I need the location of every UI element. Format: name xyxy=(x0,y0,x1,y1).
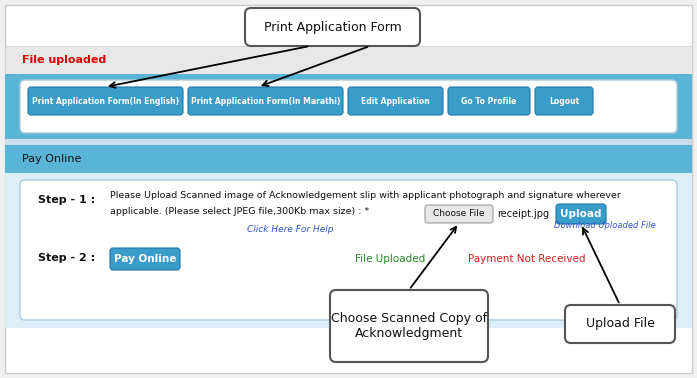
Text: Print Application Form(In English): Print Application Form(In English) xyxy=(32,96,179,105)
FancyBboxPatch shape xyxy=(110,248,180,270)
FancyBboxPatch shape xyxy=(448,87,530,115)
Bar xyxy=(5,173,692,328)
FancyBboxPatch shape xyxy=(188,87,343,115)
Text: Print Application Form(In Marathi): Print Application Form(In Marathi) xyxy=(191,96,340,105)
Text: Print Application Form: Print Application Form xyxy=(263,20,401,34)
Text: Choose File: Choose File xyxy=(434,209,484,218)
FancyBboxPatch shape xyxy=(20,80,677,133)
Bar xyxy=(5,74,692,139)
Text: Logout: Logout xyxy=(549,96,579,105)
Text: Upload File: Upload File xyxy=(585,318,654,330)
FancyBboxPatch shape xyxy=(28,87,183,115)
Bar xyxy=(5,46,692,74)
Text: Step - 1 :: Step - 1 : xyxy=(38,195,95,205)
Text: Edit Application: Edit Application xyxy=(361,96,430,105)
FancyBboxPatch shape xyxy=(348,87,443,115)
Bar xyxy=(5,145,692,173)
FancyBboxPatch shape xyxy=(245,8,420,46)
Text: applicable. (Please select JPEG file,300Kb max size) : *: applicable. (Please select JPEG file,300… xyxy=(110,208,369,217)
FancyBboxPatch shape xyxy=(330,290,488,362)
Text: Download Uploaded File: Download Uploaded File xyxy=(554,220,656,229)
FancyBboxPatch shape xyxy=(556,204,606,224)
Text: File uploaded: File uploaded xyxy=(22,55,106,65)
Text: Pay Online: Pay Online xyxy=(22,154,82,164)
Text: Step - 2 :: Step - 2 : xyxy=(38,253,95,263)
FancyBboxPatch shape xyxy=(425,205,493,223)
Text: Choose Scanned Copy of
Acknowledgment: Choose Scanned Copy of Acknowledgment xyxy=(331,312,487,340)
Text: Go To Profile: Go To Profile xyxy=(461,96,516,105)
Bar xyxy=(5,139,692,145)
Text: Payment Not Received: Payment Not Received xyxy=(468,254,585,264)
Text: File Uploaded: File Uploaded xyxy=(355,254,425,264)
Text: receipt.jpg: receipt.jpg xyxy=(497,209,549,219)
Text: Please Upload Scanned image of Acknowledgement slip with applicant photograph an: Please Upload Scanned image of Acknowled… xyxy=(110,192,621,200)
Text: Upload: Upload xyxy=(560,209,602,219)
Text: Pay Online: Pay Online xyxy=(114,254,176,264)
FancyBboxPatch shape xyxy=(565,305,675,343)
FancyBboxPatch shape xyxy=(535,87,593,115)
FancyBboxPatch shape xyxy=(20,180,677,320)
Text: Click Here For Help: Click Here For Help xyxy=(247,226,333,234)
